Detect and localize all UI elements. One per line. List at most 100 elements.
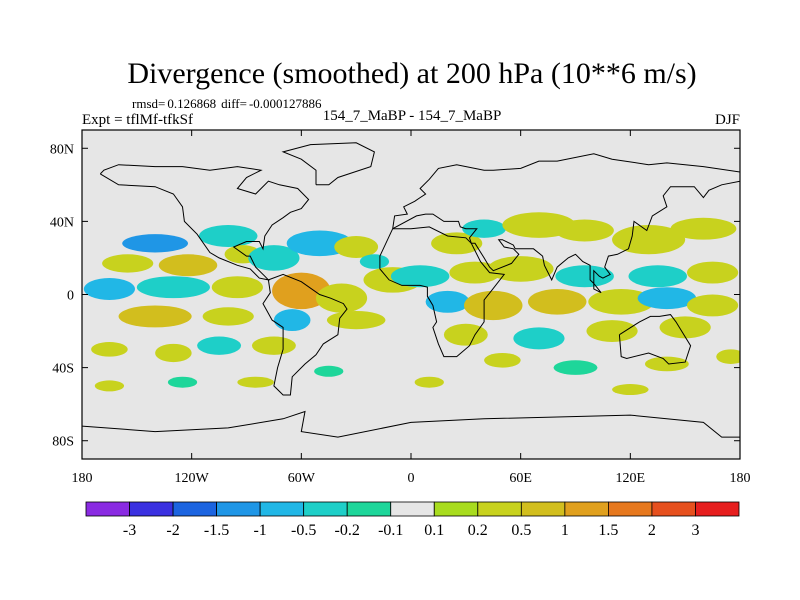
divergence-blob <box>237 376 274 388</box>
y-tick-label: 40S <box>52 362 74 377</box>
divergence-blob <box>118 305 192 328</box>
x-tick-label: 60W <box>288 471 316 486</box>
divergence-blob <box>272 272 331 310</box>
stats-label: rmsd= 0.126868 diff= -0.000127886 <box>132 96 322 111</box>
colorbar-label: -0.2 <box>335 522 360 539</box>
divergence-blob <box>487 256 554 282</box>
colorbar-label: 2 <box>648 522 656 539</box>
y-tick-label: 80S <box>52 435 74 450</box>
coastline <box>99 164 310 281</box>
divergence-blob <box>83 278 136 300</box>
divergence-blob <box>326 310 386 330</box>
colorbar-label: 0.5 <box>511 522 531 539</box>
diff-label: diff= <box>221 96 247 111</box>
divergence-blob <box>612 225 686 255</box>
colorbar-swatch <box>303 501 348 517</box>
colorbar-label: 3 <box>691 522 699 539</box>
divergence-blob <box>158 254 218 277</box>
colorbar-swatch <box>651 501 696 517</box>
center-label: 154_7_MaBP - 154_7_MaBP <box>323 108 502 124</box>
colorbar-label: -0.5 <box>291 522 316 539</box>
divergence-blob <box>136 276 210 299</box>
divergence-blob <box>449 261 501 284</box>
colorbar-swatch <box>520 501 566 517</box>
x-tick-label: 180 <box>72 471 93 486</box>
colorbar-swatch <box>390 501 435 517</box>
divergence-field <box>83 212 740 396</box>
colorbar-swatch <box>259 501 305 517</box>
divergence-blob <box>273 309 311 332</box>
divergence-blob <box>588 289 655 315</box>
season-label: DJF <box>715 112 740 128</box>
divergence-blob <box>686 261 739 284</box>
colorbar-swatch <box>346 501 392 517</box>
divergence-blob <box>414 376 444 388</box>
divergence-blob <box>390 265 450 288</box>
divergence-blob <box>443 323 488 346</box>
diff-value: -0.000127886 <box>249 96 322 111</box>
divergence-blob <box>155 343 192 363</box>
y-axis: 80N 40N 0 40S 80S <box>50 142 740 450</box>
colorbar-swatch <box>129 501 174 517</box>
coastline <box>618 314 692 365</box>
colorbar-swatch <box>433 501 479 517</box>
rmsd-value: 0.126868 <box>167 96 216 111</box>
divergence-blob <box>334 236 379 258</box>
colorbar-label: -1.5 <box>204 522 229 539</box>
divergence-blob <box>555 219 614 242</box>
y-tick-label: 0 <box>67 289 74 304</box>
colorbar-label: 0.1 <box>424 522 444 539</box>
colorbar-label: -1 <box>253 522 266 539</box>
x-axis: 180 120W 60W 0 60E 120E 180 <box>72 130 751 486</box>
chart-title: Divergence (smoothed) at 200 hPa (10**6 … <box>127 57 696 90</box>
expt-label: Expt = tflMf-tfkSf <box>82 112 193 128</box>
divergence-blob <box>686 294 739 317</box>
coastline <box>392 153 740 294</box>
colorbar-label: -0.1 <box>378 522 403 539</box>
divergence-blob <box>314 365 344 377</box>
colorbar-swatch <box>172 501 217 517</box>
divergence-blob <box>102 254 154 273</box>
rmsd-label: rmsd= <box>132 96 165 111</box>
colorbar-swatch <box>477 501 522 517</box>
divergence-blob <box>94 380 125 392</box>
x-tick-label: 60E <box>509 471 532 486</box>
colorbar-swatch <box>216 501 261 517</box>
divergence-blob <box>513 327 565 350</box>
coastline <box>262 273 348 396</box>
colorbar-swatch <box>564 501 609 517</box>
divergence-blob <box>670 217 737 240</box>
divergence-blob <box>555 265 614 288</box>
divergence-blob <box>359 254 390 269</box>
y-tick-label: 40N <box>50 215 74 230</box>
colorbar: -3 -2 -1.5 -1 -0.5 -0.2 -0.1 0.1 0.2 0.5 1 1.5 2 3 <box>85 501 740 539</box>
divergence-blob <box>198 225 258 247</box>
coastlines <box>82 142 740 438</box>
colorbar-label: 1 <box>561 522 569 539</box>
colorbar-label: 1.5 <box>598 522 618 539</box>
divergence-blob <box>91 342 128 357</box>
x-tick-label: 120W <box>175 471 210 486</box>
divergence-blob <box>315 283 368 313</box>
colorbar-swatch <box>695 501 740 517</box>
divergence-blob <box>553 360 598 375</box>
colorbar-swatch <box>85 501 130 517</box>
divergence-blob <box>122 234 189 253</box>
colorbar-swatch <box>608 501 653 517</box>
x-tick-label: 120E <box>616 471 646 486</box>
divergence-blob <box>586 320 638 343</box>
divergence-blob <box>628 265 687 288</box>
divergence-blob <box>644 356 689 372</box>
divergence-blob <box>167 376 198 388</box>
x-tick-label: 180 <box>730 471 751 486</box>
divergence-blob <box>716 349 740 364</box>
divergence-blob <box>659 316 711 339</box>
colorbar-label: -2 <box>166 522 179 539</box>
divergence-blob <box>197 336 242 355</box>
divergence-blob <box>202 307 254 326</box>
coastline <box>379 226 506 358</box>
coastline <box>281 142 375 186</box>
divergence-blob <box>484 352 521 368</box>
colorbar-label: 0.2 <box>468 522 488 539</box>
